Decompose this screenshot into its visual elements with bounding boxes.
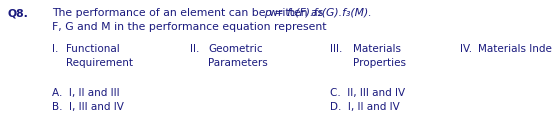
- Text: Geometric: Geometric: [208, 44, 263, 54]
- Text: The performance of an element can be written as: The performance of an element can be wri…: [52, 8, 327, 18]
- Text: p = f₁(F).f₂(G).f₃(M).: p = f₁(F).f₂(G).f₃(M).: [264, 8, 371, 18]
- Text: Properties: Properties: [353, 58, 406, 68]
- Text: III.: III.: [330, 44, 342, 54]
- Text: Materials: Materials: [353, 44, 401, 54]
- Text: IV.: IV.: [460, 44, 472, 54]
- Text: C.  II, III and IV: C. II, III and IV: [330, 88, 405, 98]
- Text: B.  I, III and IV: B. I, III and IV: [52, 102, 124, 112]
- Text: Parameters: Parameters: [208, 58, 268, 68]
- Text: Materials Index: Materials Index: [478, 44, 552, 54]
- Text: I.: I.: [52, 44, 59, 54]
- Text: Q8.: Q8.: [8, 8, 29, 18]
- Text: F, G and M in the performance equation represent: F, G and M in the performance equation r…: [52, 22, 326, 32]
- Text: A.  I, II and III: A. I, II and III: [52, 88, 120, 98]
- Text: Functional: Functional: [66, 44, 120, 54]
- Text: D.  I, II and IV: D. I, II and IV: [330, 102, 400, 112]
- Text: Requirement: Requirement: [66, 58, 133, 68]
- Text: II.: II.: [190, 44, 199, 54]
